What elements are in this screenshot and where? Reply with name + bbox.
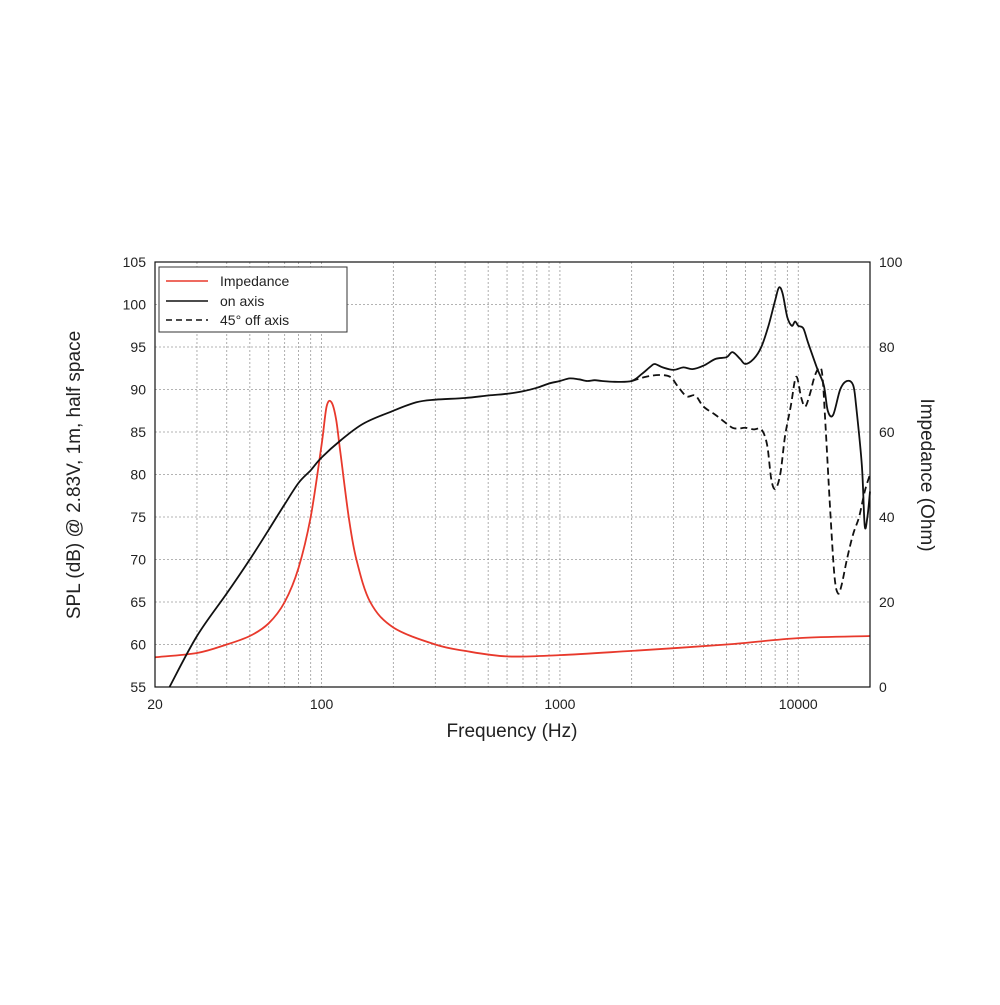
y2-tick-label: 20: [879, 594, 895, 610]
x-tick-label: 1000: [544, 696, 575, 712]
y-axis-title: SPL (dB) @ 2.83V, 1m, half space: [64, 331, 85, 619]
y-tick-label: 75: [130, 509, 146, 525]
x-tick-label: 20: [147, 696, 163, 712]
x-axis-title: Frequency (Hz): [447, 721, 578, 742]
legend-label-on-axis: on axis: [220, 293, 264, 309]
y2-tick-label: 40: [879, 509, 895, 525]
grid: [155, 262, 870, 687]
x-tick-label: 100: [310, 696, 334, 712]
y2-tick-label: 100: [879, 254, 903, 270]
legend-label-off-axis: 45° off axis: [220, 312, 289, 328]
y-tick-label: 105: [123, 254, 147, 270]
y-tick-label: 85: [130, 424, 146, 440]
y2-tick-label: 60: [879, 424, 895, 440]
y2-axis-title: Impedance (Ohm): [916, 398, 937, 551]
y2-tick-label: 80: [879, 339, 895, 355]
plot-frame: [154, 261, 871, 688]
y-tick-label: 55: [130, 679, 146, 695]
y-tick-label: 95: [130, 339, 146, 355]
series-line-2: [631, 366, 871, 595]
series-line-1: [168, 286, 871, 688]
series-lines: [154, 286, 871, 688]
y-tick-label: 65: [130, 594, 146, 610]
y-tick-label: 60: [130, 637, 146, 653]
y-tick-label: 90: [130, 382, 146, 398]
x-tick-label: 10000: [779, 696, 818, 712]
y-tick-label: 70: [130, 552, 146, 568]
legend-box: [158, 266, 348, 333]
y2-axis-ticks: 0 20 40 60 80 100: [879, 254, 903, 695]
legend: Impedance on axis 45° off axis: [158, 266, 348, 333]
series-line-0: [154, 399, 871, 659]
x-axis-ticks: 20 100 1000 10000: [147, 696, 818, 712]
y-axis-ticks: 55 60 65 70 75 80 85 90 95 100 105: [123, 254, 147, 695]
y-tick-label: 80: [130, 467, 146, 483]
legend-label-impedance: Impedance: [220, 273, 289, 289]
y-tick-label: 100: [123, 297, 147, 313]
y2-tick-label: 0: [879, 679, 887, 695]
